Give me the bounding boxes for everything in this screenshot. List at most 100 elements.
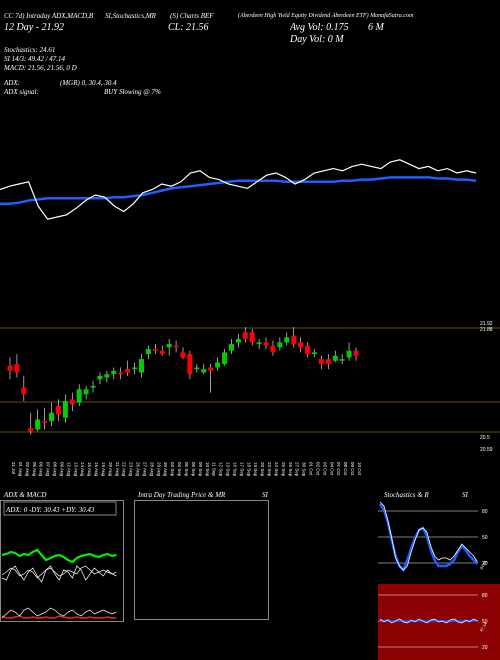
adx-lines bbox=[1, 548, 117, 619]
candles bbox=[7, 327, 359, 435]
candle-body bbox=[215, 362, 221, 368]
x-tick-label: 23 Aug bbox=[129, 462, 134, 477]
candle-body bbox=[69, 399, 75, 405]
header-right-1: (Aberdeen High Yield Equity Dividend Abe… bbox=[238, 13, 414, 19]
candle-body bbox=[104, 374, 110, 378]
candle-body bbox=[235, 338, 241, 343]
upper-ma-line bbox=[0, 176, 477, 206]
adx-panel-title: ADX & MACD bbox=[4, 491, 47, 499]
candle bbox=[55, 399, 61, 422]
candle bbox=[111, 367, 117, 380]
candle bbox=[138, 354, 144, 378]
candle bbox=[166, 338, 172, 356]
x-tick-label: 30 Aug bbox=[163, 462, 168, 477]
x-tick-label: 15 Aug bbox=[87, 462, 92, 477]
stoch-blue-line bbox=[378, 503, 479, 573]
candle bbox=[201, 364, 207, 375]
candle bbox=[311, 349, 317, 358]
x-tick-label: 16 Aug bbox=[94, 462, 99, 477]
candle-body bbox=[97, 375, 103, 380]
stoch-tick-80: 80 bbox=[482, 509, 488, 515]
x-tick-label: 06 Aug bbox=[39, 462, 44, 477]
header-mid-1: SI,Stochastics,MR bbox=[105, 12, 156, 20]
x-tick-label: 19 Aug bbox=[101, 462, 106, 477]
x-axis-labels: 31 Jul 01 Aug 02 Aug 05 Aug 06 Aug 07 Aug 08 A… bbox=[11, 462, 362, 477]
x-tick-label: 30 Sep bbox=[302, 462, 307, 477]
x-tick-label: 07 Oct bbox=[336, 462, 341, 476]
candle bbox=[242, 327, 248, 343]
candle bbox=[21, 375, 27, 402]
x-tick-label: 24 Sep bbox=[274, 462, 279, 477]
x-tick-label: 02 Oct bbox=[315, 462, 320, 476]
x-tick-label: 01 Aug bbox=[18, 462, 23, 477]
stoch-value: Stochastics: 24.61 bbox=[4, 46, 56, 54]
candle bbox=[208, 364, 214, 393]
candle bbox=[180, 347, 186, 360]
candle-body bbox=[90, 385, 96, 388]
macd-value: MACD: 21.56, 21.56, 0 D bbox=[4, 64, 77, 72]
adx-panel: ADX: 0 -DY: 30.43 +DY: 30.43 bbox=[0, 500, 124, 622]
candle bbox=[346, 342, 352, 361]
candle-body bbox=[62, 401, 68, 418]
candle-body bbox=[145, 349, 151, 355]
header-mid2-1: (S) Charts BEF bbox=[170, 12, 214, 20]
x-tick-label: 27 Sep bbox=[295, 462, 300, 477]
candle-body bbox=[222, 352, 228, 365]
x-tick-label: 03 Sep bbox=[170, 462, 175, 477]
candle bbox=[318, 355, 324, 370]
candle bbox=[118, 367, 124, 380]
candle-body bbox=[49, 412, 55, 422]
stoch-panel-title: Stochastics & R bbox=[384, 491, 429, 499]
price-label-low2: 20.59 bbox=[480, 447, 493, 453]
stoch-panel-si: SI bbox=[462, 491, 468, 499]
stochastics-panel: 80 50 20 24.61 80 50 20 47.14 bbox=[378, 500, 500, 660]
stoch-tick-50: 50 bbox=[482, 535, 488, 541]
mr-panel-si: SI bbox=[262, 491, 268, 499]
x-tick-label: 14 Aug bbox=[80, 462, 85, 477]
candle-body bbox=[118, 372, 124, 375]
x-tick-label: 22 Aug bbox=[122, 462, 127, 477]
candle bbox=[35, 409, 41, 432]
candle-body bbox=[291, 335, 297, 344]
header-left-1: CC 7d) Intraday ADX,MACD,B bbox=[4, 12, 94, 20]
candle-body bbox=[249, 332, 255, 343]
candle bbox=[152, 344, 158, 355]
candle bbox=[62, 394, 68, 423]
candle-body bbox=[7, 365, 13, 371]
candle bbox=[256, 338, 262, 350]
candle-body bbox=[159, 350, 165, 355]
x-tick-label: 07 Aug bbox=[46, 462, 51, 477]
macd-white-line bbox=[1, 607, 117, 619]
stoch-white-line bbox=[379, 501, 478, 571]
candle-body bbox=[111, 370, 117, 375]
candle-body bbox=[242, 332, 248, 339]
price-label-top2: 21.88 bbox=[480, 327, 493, 333]
header-avg-vol: Avg Vol: 0.175 bbox=[290, 22, 349, 33]
x-tick-label: 20 Sep bbox=[260, 462, 265, 477]
adx-label: ADX: bbox=[4, 79, 20, 87]
x-tick-label: 23 Sep bbox=[267, 462, 272, 477]
x-tick-label: 26 Aug bbox=[136, 462, 141, 477]
candle bbox=[97, 372, 103, 385]
rsi-white-line bbox=[379, 618, 478, 624]
candle-body bbox=[353, 350, 359, 356]
x-tick-label: 28 Aug bbox=[149, 462, 154, 477]
candle-body bbox=[201, 369, 207, 373]
price-label-top: 21.92 bbox=[480, 321, 493, 327]
x-tick-label: 09 Sep bbox=[198, 462, 203, 477]
adx-white-trace-1 bbox=[1, 565, 117, 579]
rsi-tick-80: 80 bbox=[482, 593, 488, 599]
candle-body bbox=[166, 344, 172, 348]
candle-body bbox=[270, 345, 276, 353]
candle-body bbox=[284, 337, 290, 343]
adx-signal-label: ADX signal: bbox=[4, 88, 39, 96]
candle bbox=[298, 337, 304, 353]
candle-body bbox=[228, 344, 234, 351]
header-close: CL: 21.56 bbox=[168, 22, 209, 33]
candle bbox=[263, 337, 269, 350]
x-tick-label: 13 Aug bbox=[73, 462, 78, 477]
x-tick-label: 09 Aug bbox=[59, 462, 64, 477]
candle bbox=[69, 392, 75, 412]
candle-body bbox=[311, 352, 317, 355]
upper-price-line bbox=[0, 159, 477, 220]
